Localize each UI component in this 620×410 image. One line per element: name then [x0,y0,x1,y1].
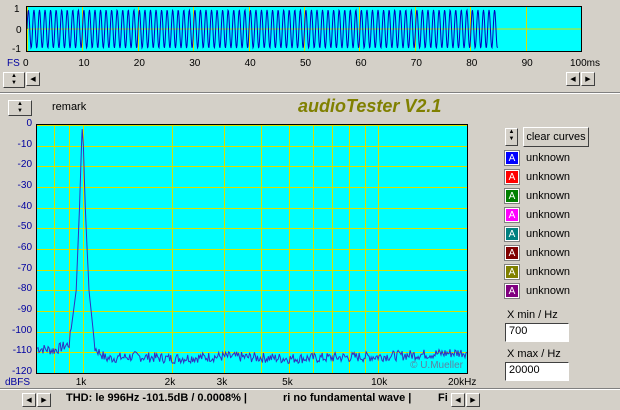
legend-swatch-icon[interactable]: A [504,283,520,299]
spinner-up-icon[interactable]: ▲ [508,129,515,135]
status-fi-text: Fi [438,392,448,404]
spectrum-x-tick: 1k [75,377,87,388]
scope-x-tick: 40 [244,58,256,69]
spectrum-x-tick: 2k [164,377,176,388]
scope-x-tick: 20 [133,58,145,69]
legend-label: unknown [526,285,571,297]
spinner-down-icon[interactable]: ▼ [11,80,17,86]
spectrum-y-tick: -30 [17,180,32,191]
watermark: © U.Mueller [410,360,463,371]
spinner-up-icon[interactable]: ▲ [17,101,23,107]
legend-swatch-icon[interactable]: A [504,226,520,242]
scope-x-tick: 100ms [570,58,601,69]
scope-x-tick: 50 [300,58,312,69]
legend-label: unknown [526,171,571,183]
scope-y-tick-minus1: -1 [12,44,21,55]
x-min-label: X min / Hz [507,309,558,321]
spectrum-y-tick: -50 [17,221,32,233]
spectrum-plot: © U.Mueller [36,124,468,374]
spectrum-x-tick: 3k [216,377,228,388]
legend-label: unknown [526,228,571,240]
scope-x-tick: 80 [466,58,478,69]
status-scroll-right-button[interactable]: ▶ [37,393,51,407]
spectrum-trace [37,129,467,365]
clear-curves-button[interactable]: clear curves [523,127,589,147]
x-min-input[interactable]: 700 [505,323,569,342]
spectrum-y-tick: -70 [17,262,32,274]
scope-x-tick: 0 [23,58,29,69]
legend-swatch-icon[interactable]: A [504,264,520,280]
status-thd-text: THD: le 996Hz -101.5dB / 0.0008% | [66,392,247,404]
legend-label: unknown [526,190,571,202]
x-max-label: X max / Hz [507,348,561,360]
legend-swatch-icon[interactable]: A [504,207,520,223]
scope-x-tick: 70 [410,58,422,69]
time-scope-plot [26,6,582,52]
spectrum-y-tick: -20 [17,159,32,171]
status-scroll-right-end-button[interactable]: ▶ [466,393,480,407]
legend-swatch-icon[interactable]: A [504,169,520,185]
scope-x-tick: 30 [189,58,201,69]
legend-label: unknown [526,152,571,164]
spinner-down-icon[interactable]: ▼ [17,108,23,114]
legend-label: unknown [526,247,571,259]
spectrum-y-tick: -90 [17,304,32,315]
spectrum-y-tick: -80 [17,283,32,295]
scope-unit-label: FS [7,58,20,69]
spectrum-y-tick: -120 [11,366,32,377]
spectrum-y-tick: -60 [17,242,32,253]
spectrum-y-tick: -10 [17,138,32,150]
spectrum-x-tick: 5k [282,377,293,388]
legend-label: unknown [526,266,571,278]
status-right-channel-text: ri no fundamental wave | [283,392,412,404]
scope-x-tick: 10 [78,58,90,69]
scope-y-tick-1: 1 [14,4,20,15]
scope-scroll-right-button[interactable]: ▶ [581,72,595,86]
spectrum-y-tick: -100 [11,324,32,336]
scope-scroll-left-button[interactable]: ◀ [26,72,40,86]
spinner-down-icon[interactable]: ▼ [508,136,515,142]
legend-spinner[interactable]: ▲ ▼ [505,128,518,146]
spectrum-y-tick: -110 [12,345,32,357]
spectrum-y-unit: dBFS [5,377,31,388]
scope-scroll-left-end-button[interactable]: ◀ [566,72,580,86]
time-scope-svg [27,7,581,51]
legend-swatch-icon[interactable]: A [504,188,520,204]
time-scope-waveform [27,8,498,50]
status-scroll-left-button[interactable]: ◀ [22,393,36,407]
remark-label: remark [52,101,87,113]
spectrum-x-tick: 10k [371,377,388,388]
legend-swatch-icon[interactable]: A [504,150,520,166]
bottom-separator [0,388,620,390]
spectrum-y-tick: 0 [26,118,32,129]
scope-x-tick: 90 [521,58,533,69]
remark-spinner[interactable]: ▲ ▼ [8,100,32,116]
scope-zoom-spinner[interactable]: ▲ ▼ [3,72,25,88]
spectrum-svg [37,125,467,373]
scope-y-tick-0: 0 [16,25,22,36]
spectrum-y-tick: -40 [17,200,32,212]
status-scroll-left-end-button[interactable]: ◀ [451,393,465,407]
spectrum-x-tick: 20kHz [448,377,477,388]
app-title: audioTester V2.1 [298,96,442,116]
top-separator [0,92,620,94]
spinner-up-icon[interactable]: ▲ [11,73,17,79]
legend-label: unknown [526,209,571,221]
x-max-input[interactable]: 20000 [505,362,569,381]
scope-x-tick: 60 [355,58,367,69]
legend-swatch-icon[interactable]: A [504,245,520,261]
